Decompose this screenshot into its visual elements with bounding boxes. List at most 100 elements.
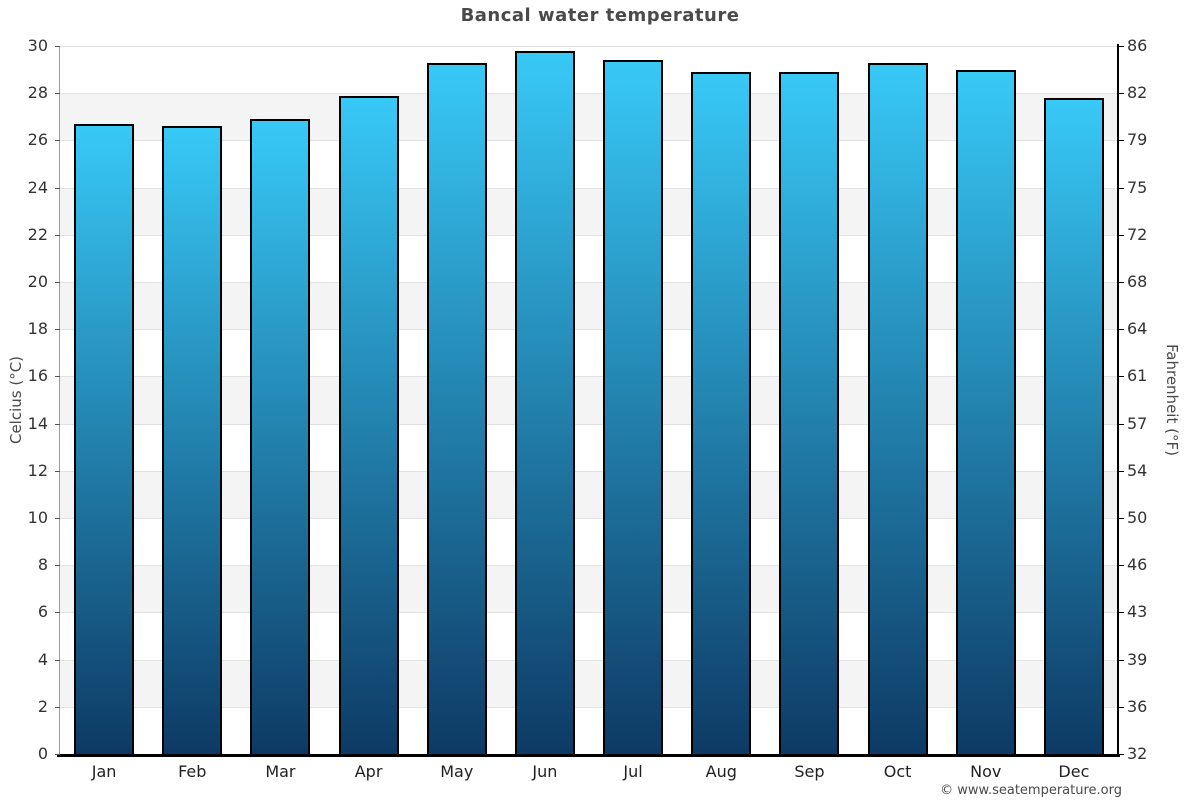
bar-oct	[867, 62, 928, 754]
y-axis-title-fahrenheit: Fahrenheit (°F)	[1163, 344, 1181, 456]
x-tick-label-sep: Sep	[794, 762, 825, 781]
bar-may	[426, 62, 487, 754]
y-tick-mark	[55, 46, 60, 47]
y-tick-label-celsius: 10	[27, 508, 48, 527]
y-tick-mark	[1119, 706, 1124, 708]
y-tick-mark	[55, 659, 60, 661]
y-tick-label-fahrenheit: 57	[1127, 413, 1148, 433]
bar-mar	[250, 119, 311, 754]
chart-title: Bancal water temperature	[460, 5, 740, 26]
bar-jan	[74, 123, 135, 754]
plot-band	[60, 470, 1118, 518]
plot-band	[60, 93, 1118, 141]
plot-band	[60, 376, 1118, 424]
y-tick-mark	[55, 329, 60, 331]
y-tick-label-celsius: 2	[37, 696, 48, 716]
y-tick-label-celsius: 22	[27, 224, 48, 244]
y-tick-label-fahrenheit: 39	[1127, 649, 1148, 669]
y-tick-mark	[55, 187, 60, 189]
plot-band	[60, 565, 1118, 613]
x-tick-label-nov: Nov	[970, 762, 1002, 781]
bar-dec	[1043, 97, 1104, 754]
bar-nov	[955, 69, 1016, 754]
y-axis-line-left	[59, 46, 60, 755]
y-tick-mark	[55, 754, 60, 755]
plot-band	[60, 187, 1118, 235]
y-tick-mark	[55, 612, 60, 614]
y-tick-mark	[1119, 518, 1124, 519]
y-tick-label-fahrenheit: 32	[1127, 744, 1148, 763]
x-tick-label-jan: Jan	[91, 762, 117, 781]
y-tick-label-fahrenheit: 68	[1127, 272, 1148, 291]
y-tick-mark	[1119, 46, 1124, 47]
gridline	[60, 423, 1118, 425]
gridline	[60, 612, 1118, 614]
y-tick-label-celsius: 0	[37, 744, 48, 763]
y-tick-label-celsius: 8	[37, 555, 48, 575]
y-tick-label-celsius: 30	[27, 36, 48, 55]
y-tick-label-fahrenheit: 46	[1127, 555, 1148, 575]
gridline	[60, 187, 1118, 189]
gridline	[60, 140, 1118, 142]
y-tick-mark	[1119, 282, 1124, 283]
y-tick-mark	[55, 423, 60, 425]
y-axis-line-right	[1117, 44, 1119, 755]
bar-feb	[162, 126, 223, 754]
gridline	[60, 93, 1118, 95]
gridline	[60, 376, 1118, 378]
y-tick-label-celsius: 20	[27, 272, 48, 291]
y-tick-mark	[1119, 659, 1124, 661]
x-tick-label-feb: Feb	[178, 762, 207, 781]
y-tick-mark	[55, 93, 60, 95]
x-tick-label-oct: Oct	[883, 762, 912, 781]
y-tick-mark	[55, 234, 60, 236]
y-tick-label-fahrenheit: 86	[1127, 36, 1148, 55]
y-tick-label-fahrenheit: 75	[1127, 177, 1148, 197]
bar-sep	[779, 71, 840, 754]
y-tick-mark	[55, 470, 60, 472]
y-tick-label-fahrenheit: 79	[1127, 130, 1148, 150]
y-tick-mark	[1119, 140, 1124, 142]
gridline	[60, 46, 1118, 47]
x-tick-label-dec: Dec	[1058, 762, 1090, 781]
y-tick-label-fahrenheit: 43	[1127, 602, 1148, 622]
gridline	[60, 518, 1118, 519]
bar-jun	[514, 50, 575, 754]
plot-band	[60, 659, 1118, 707]
y-tick-label-fahrenheit: 54	[1127, 460, 1148, 480]
y-tick-mark	[55, 706, 60, 708]
gridline	[60, 329, 1118, 331]
y-tick-label-celsius: 28	[27, 83, 48, 103]
plot-band	[60, 282, 1118, 330]
x-tick-label-jul: Jul	[623, 762, 643, 781]
y-tick-mark	[1119, 93, 1124, 95]
y-tick-label-fahrenheit: 64	[1127, 319, 1148, 339]
y-tick-mark	[1119, 376, 1124, 378]
gridline	[60, 282, 1118, 283]
y-tick-mark	[1119, 565, 1124, 567]
copyright-text: © www.seatemperature.org	[940, 783, 1122, 798]
y-tick-mark	[1119, 187, 1124, 189]
x-tick-label-jun: Jun	[532, 762, 558, 781]
y-tick-mark	[55, 565, 60, 567]
gridline	[60, 470, 1118, 472]
bar-apr	[338, 95, 399, 754]
y-tick-label-celsius: 26	[27, 130, 48, 150]
y-tick-label-celsius: 14	[27, 413, 48, 433]
y-tick-label-fahrenheit: 61	[1127, 366, 1148, 386]
x-tick-label-may: May	[440, 762, 474, 781]
y-tick-mark	[55, 376, 60, 378]
y-tick-mark	[55, 518, 60, 519]
y-tick-label-celsius: 24	[27, 177, 48, 197]
x-tick-label-aug: Aug	[705, 762, 737, 781]
y-tick-label-fahrenheit: 82	[1127, 83, 1148, 103]
y-tick-label-celsius: 4	[37, 649, 48, 669]
y-tick-mark	[1119, 754, 1124, 755]
x-tick-label-mar: Mar	[265, 762, 296, 781]
gridline	[60, 234, 1118, 236]
gridline	[60, 706, 1118, 708]
y-tick-label-celsius: 16	[27, 366, 48, 386]
y-tick-mark	[1119, 612, 1124, 614]
plot-area	[60, 46, 1118, 754]
